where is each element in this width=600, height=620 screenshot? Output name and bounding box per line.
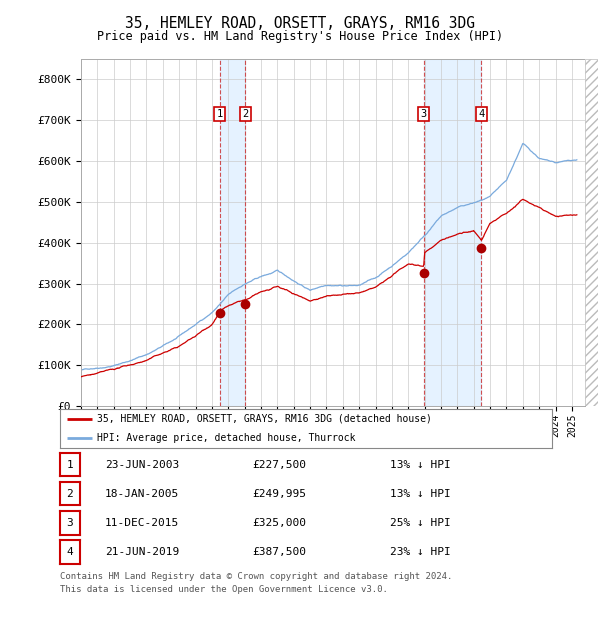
Text: 3: 3: [67, 518, 73, 528]
Text: 3: 3: [421, 109, 427, 119]
Text: Contains HM Land Registry data © Crown copyright and database right 2024.: Contains HM Land Registry data © Crown c…: [60, 572, 452, 581]
Text: 18-JAN-2005: 18-JAN-2005: [105, 489, 179, 499]
Text: £325,000: £325,000: [252, 518, 306, 528]
Text: 11-DEC-2015: 11-DEC-2015: [105, 518, 179, 528]
Text: Price paid vs. HM Land Registry's House Price Index (HPI): Price paid vs. HM Land Registry's House …: [97, 30, 503, 43]
Text: This data is licensed under the Open Government Licence v3.0.: This data is licensed under the Open Gov…: [60, 585, 388, 595]
Text: 25% ↓ HPI: 25% ↓ HPI: [390, 518, 451, 528]
Text: HPI: Average price, detached house, Thurrock: HPI: Average price, detached house, Thur…: [97, 433, 355, 443]
Text: 13% ↓ HPI: 13% ↓ HPI: [390, 489, 451, 499]
Text: 21-JUN-2019: 21-JUN-2019: [105, 547, 179, 557]
Text: 23% ↓ HPI: 23% ↓ HPI: [390, 547, 451, 557]
Text: 1: 1: [217, 109, 223, 119]
Text: 2: 2: [242, 109, 248, 119]
Text: 4: 4: [478, 109, 485, 119]
Text: £249,995: £249,995: [252, 489, 306, 499]
Text: 4: 4: [67, 547, 73, 557]
Bar: [220, 59, 245, 406]
Text: 35, HEMLEY ROAD, ORSETT, GRAYS, RM16 3DG: 35, HEMLEY ROAD, ORSETT, GRAYS, RM16 3DG: [125, 16, 475, 30]
Text: £227,500: £227,500: [252, 459, 306, 470]
Bar: [424, 59, 481, 406]
Text: 35, HEMLEY ROAD, ORSETT, GRAYS, RM16 3DG (detached house): 35, HEMLEY ROAD, ORSETT, GRAYS, RM16 3DG…: [97, 414, 432, 424]
Text: 13% ↓ HPI: 13% ↓ HPI: [390, 459, 451, 470]
Text: 2: 2: [67, 489, 73, 499]
Text: 23-JUN-2003: 23-JUN-2003: [105, 459, 179, 470]
Text: £387,500: £387,500: [252, 547, 306, 557]
Text: 1: 1: [67, 459, 73, 470]
